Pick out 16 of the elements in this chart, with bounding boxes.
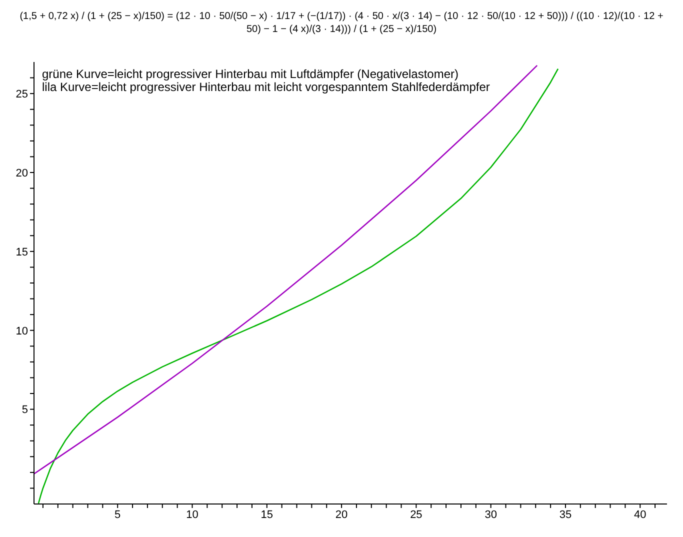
y-tick-label: 15 <box>16 246 28 258</box>
x-tick-label: 25 <box>410 508 422 521</box>
annotation: grüne Kurve=leicht progressiver Hinterbau mit Luftdämpfer (Negativelastomer) <box>42 67 460 81</box>
y-tick-label: 25 <box>16 88 28 100</box>
y-tick-label: 10 <box>16 325 28 338</box>
x-tick-label: 15 <box>260 508 274 521</box>
x-tick-label: 30 <box>484 508 497 521</box>
annotation: lila Kurve=leicht progressiver Hinterbau mit leicht vorgespanntem Stahlfederdämpfer <box>42 80 490 94</box>
y-tick-label: 20 <box>16 167 28 180</box>
y-tick-label: 5 <box>22 404 28 416</box>
chart-title: (1,5 + 0,72 x) / (1 + (25 − x)/150) = (12 · 10 · 50/(50 − x) · 1/17 + (−(1/17)) · (4 · 50 · x/(3 · 14) − (10 · 12 · 50/(10 · 12 + 50))) / ((10 · 12)/(10 · 12 + 50) − 1 − (4 x)/(3 · 14))) / (1 + (25 − x)/150) <box>18 10 664 37</box>
x-tick-label: 20 <box>335 508 348 521</box>
x-tick-label: 5 <box>114 508 121 521</box>
x-tick-label: 35 <box>559 508 572 521</box>
x-tick-label: 40 <box>634 508 646 521</box>
x-tick-label: 10 <box>186 508 198 521</box>
